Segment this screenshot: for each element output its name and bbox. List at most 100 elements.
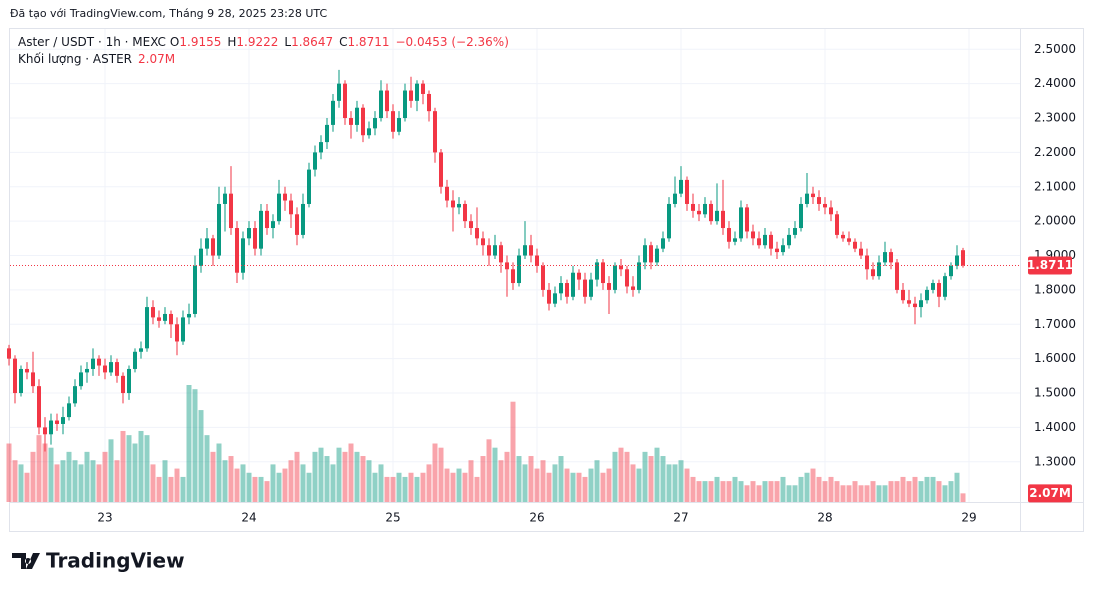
candle-body [793,228,797,235]
candle-body [931,283,935,290]
candle-body [211,238,215,256]
candle-body [649,245,653,263]
volume-bar [456,468,462,502]
candle-body [157,317,161,321]
volume-bar [72,460,78,502]
volume-bar [498,460,504,502]
volume-bar [714,476,720,502]
volume-bar [42,443,48,502]
candle-body [217,203,221,256]
volume-bar [138,430,144,502]
volume-bar [678,460,684,502]
volume-bar [420,472,426,502]
volume-bar [330,464,336,502]
candle-body [79,372,83,387]
volume-bar [282,468,288,502]
volume-bar [930,476,936,502]
candle-body [169,313,173,325]
plot: 1.30001.40001.50001.60001.70001.80001.90… [6,29,1076,525]
volume-bar [288,460,294,502]
y-tick-label: 2.1000 [1034,179,1076,193]
h-letter: H [227,35,236,49]
c-letter: C [339,35,347,49]
volume-bar [474,476,480,502]
candle-body [127,368,131,394]
candle-body [13,358,17,394]
candle-body [955,255,959,266]
y-tick-label: 1.8000 [1034,282,1076,296]
candle-body [703,203,707,215]
volume-bar [444,468,450,502]
volume-bar [204,435,210,502]
volume-bar [576,472,582,502]
l-letter: L [284,35,291,49]
candle-body [895,262,899,290]
candle-body [817,197,821,204]
volume-bar [432,443,438,502]
candle-body [619,265,623,270]
volume-bar [702,481,708,502]
volume-bar [192,389,198,502]
candle-body [547,289,551,304]
candle-body [847,238,851,242]
volume-bar [924,476,930,502]
candle-body [571,272,575,297]
volume-bar [66,451,72,502]
candle-body [541,265,545,290]
volume-bar [246,472,252,502]
volume-bar [510,401,516,502]
candle-body [883,252,887,263]
volume-bar [942,485,948,502]
candle-body [643,245,647,263]
volume-title: Khối lượng · ASTER [18,52,132,66]
volume-bar [102,451,108,502]
volume-bar [522,464,528,502]
volume-bar [504,451,510,502]
candle-body [889,252,893,263]
candle-body [139,348,143,352]
volume-bar [858,485,864,502]
candle-body [301,203,305,235]
candle-body [469,221,473,229]
volume-bar [198,410,204,502]
candle-body [727,228,731,242]
candle-body [661,238,665,249]
volume-bar [552,464,558,502]
volume-bar [390,476,396,502]
candle-body [745,207,749,232]
candle-body [781,245,785,253]
volume-bar [48,447,54,502]
candle-body [523,245,527,256]
volume-bar [144,435,150,502]
candle-body [397,118,401,132]
candle-body [553,293,557,304]
candle-body [205,238,209,249]
x-tick-label: 23 [97,511,112,525]
candle-body [265,210,269,229]
candle-body [331,100,335,125]
candle-body [325,124,329,143]
candle-body [181,317,185,342]
candle-body [379,90,383,119]
candle-body [487,245,491,256]
candle-body [7,348,11,359]
volume-bar [546,472,552,502]
candle-body [763,234,767,246]
candle-body [823,203,827,208]
volume-bar [372,472,378,502]
y-tick-label: 2.4000 [1034,76,1076,90]
candle-body [421,83,425,94]
x-tick-label: 28 [817,511,832,525]
volume-bar [822,481,828,502]
volume-bar [570,472,576,502]
volume-bar [648,456,654,502]
volume-bar [270,464,276,502]
candle-body [349,118,353,125]
volume-bar [96,464,102,502]
candle-body [319,142,323,153]
volume-bar [834,481,840,502]
candle-body [391,111,395,132]
candle-body [283,193,287,201]
candle-body [37,386,41,428]
candle-body [19,368,23,394]
